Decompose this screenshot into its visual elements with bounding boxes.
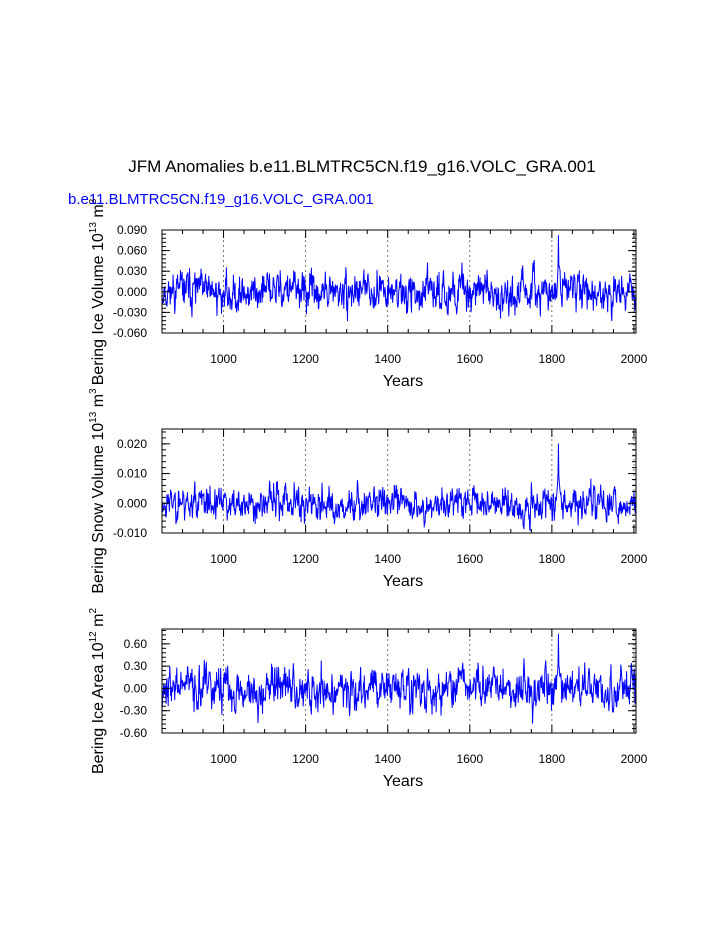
y-axis-title-exponent: 13 (88, 222, 99, 234)
plot-frame (161, 229, 637, 334)
y-tick-label: 0.000 (117, 285, 147, 299)
y-tick-label: 0.060 (117, 244, 147, 258)
y-axis-title-unit-exponent: 3 (88, 388, 99, 394)
x-axis-title: Years (383, 373, 423, 390)
y-tick-label: 0.00 (124, 681, 148, 695)
y-tick-label: -0.030 (113, 305, 147, 319)
y-tick-label: -0.010 (113, 526, 147, 540)
y-tick-label: 0.090 (117, 223, 147, 237)
x-tick-label: 1400 (374, 552, 401, 566)
x-tick-label: 1000 (210, 352, 237, 366)
panel-ice-volume: 1000 1200 1400 1600 1800 2000 -0.060 -0.030 0.00… (88, 198, 648, 390)
x-tick-label: 2000 (621, 352, 648, 366)
x-tick-label: 1000 (210, 752, 237, 766)
y-tick-label: 0.30 (124, 659, 148, 673)
x-tick-label: 1800 (539, 552, 566, 566)
x-tick-label: 1400 (374, 352, 401, 366)
panels: 1000 1200 1400 1600 1800 2000 -0.060 -0.030 0.00… (88, 198, 648, 790)
panel-ice-area: 1000 1200 1400 1600 1800 2000 -0.60 -0.30 0.00 0.… (88, 608, 648, 790)
plot-frame (161, 428, 637, 534)
x-tick-label: 1800 (539, 352, 566, 366)
x-tick-label: 1600 (456, 552, 483, 566)
figure-subtitle: b.e11.BLMTRC5CN.f19_g16.VOLC_GRA.001 (68, 191, 374, 208)
x-axis-title: Years (383, 773, 423, 790)
y-tick-label: 0.60 (124, 637, 148, 651)
y-axis-title-exponent: 12 (88, 631, 99, 643)
series-line-snow-volume (161, 443, 637, 532)
y-axis-title-text: Bering Ice Volume 10 (90, 233, 107, 385)
x-tick-label: 2000 (621, 552, 648, 566)
y-axis-title-exponent: 13 (88, 411, 99, 423)
y-axis-title: Bering Snow Volume 1013 m3 (88, 388, 107, 594)
x-tick-label: 2000 (621, 752, 648, 766)
y-axis-title-unit: m (90, 204, 107, 222)
series-line-ice-volume (161, 234, 637, 322)
y-axis-title: Bering Ice Volume 1013 m3 (88, 198, 107, 385)
y-axis-title-unit: m (90, 614, 107, 632)
panel-snow-volume: 1000 1200 1400 1600 1800 2000 -0.010 0.000 0.010… (88, 388, 648, 594)
y-tick-label: -0.060 (113, 326, 147, 340)
y-tick-label: -0.60 (120, 726, 148, 740)
x-tick-label: 1600 (456, 352, 483, 366)
y-axis-title-unit-exponent: 2 (88, 608, 99, 614)
y-axis-title-text: Bering Snow Volume 10 (90, 423, 107, 594)
y-tick-label: 0.030 (117, 264, 147, 278)
x-tick-label: 1200 (292, 352, 319, 366)
x-tick-label: 1600 (456, 752, 483, 766)
y-axis-title: Bering Ice Area 1012 m2 (88, 608, 107, 775)
series-line-ice-area (161, 633, 637, 724)
y-tick-label: 0.010 (117, 467, 147, 481)
y-axis-title-text: Bering Ice Area 10 (90, 642, 107, 774)
x-axis-title: Years (383, 573, 423, 590)
x-tick-label: 1800 (539, 752, 566, 766)
y-tick-label: -0.30 (120, 704, 148, 718)
y-tick-label: 0.020 (117, 437, 147, 451)
x-tick-label: 1200 (292, 752, 319, 766)
figure-title: JFM Anomalies b.e11.BLMTRC5CN.f19_g16.VO… (128, 157, 595, 176)
y-axis-title-unit-exponent: 3 (88, 198, 99, 204)
x-tick-label: 1200 (292, 552, 319, 566)
plot-frame (161, 628, 637, 734)
x-tick-label: 1400 (374, 752, 401, 766)
x-tick-label: 1000 (210, 552, 237, 566)
y-axis-title-unit: m (90, 394, 107, 412)
y-tick-label: 0.000 (117, 496, 147, 510)
